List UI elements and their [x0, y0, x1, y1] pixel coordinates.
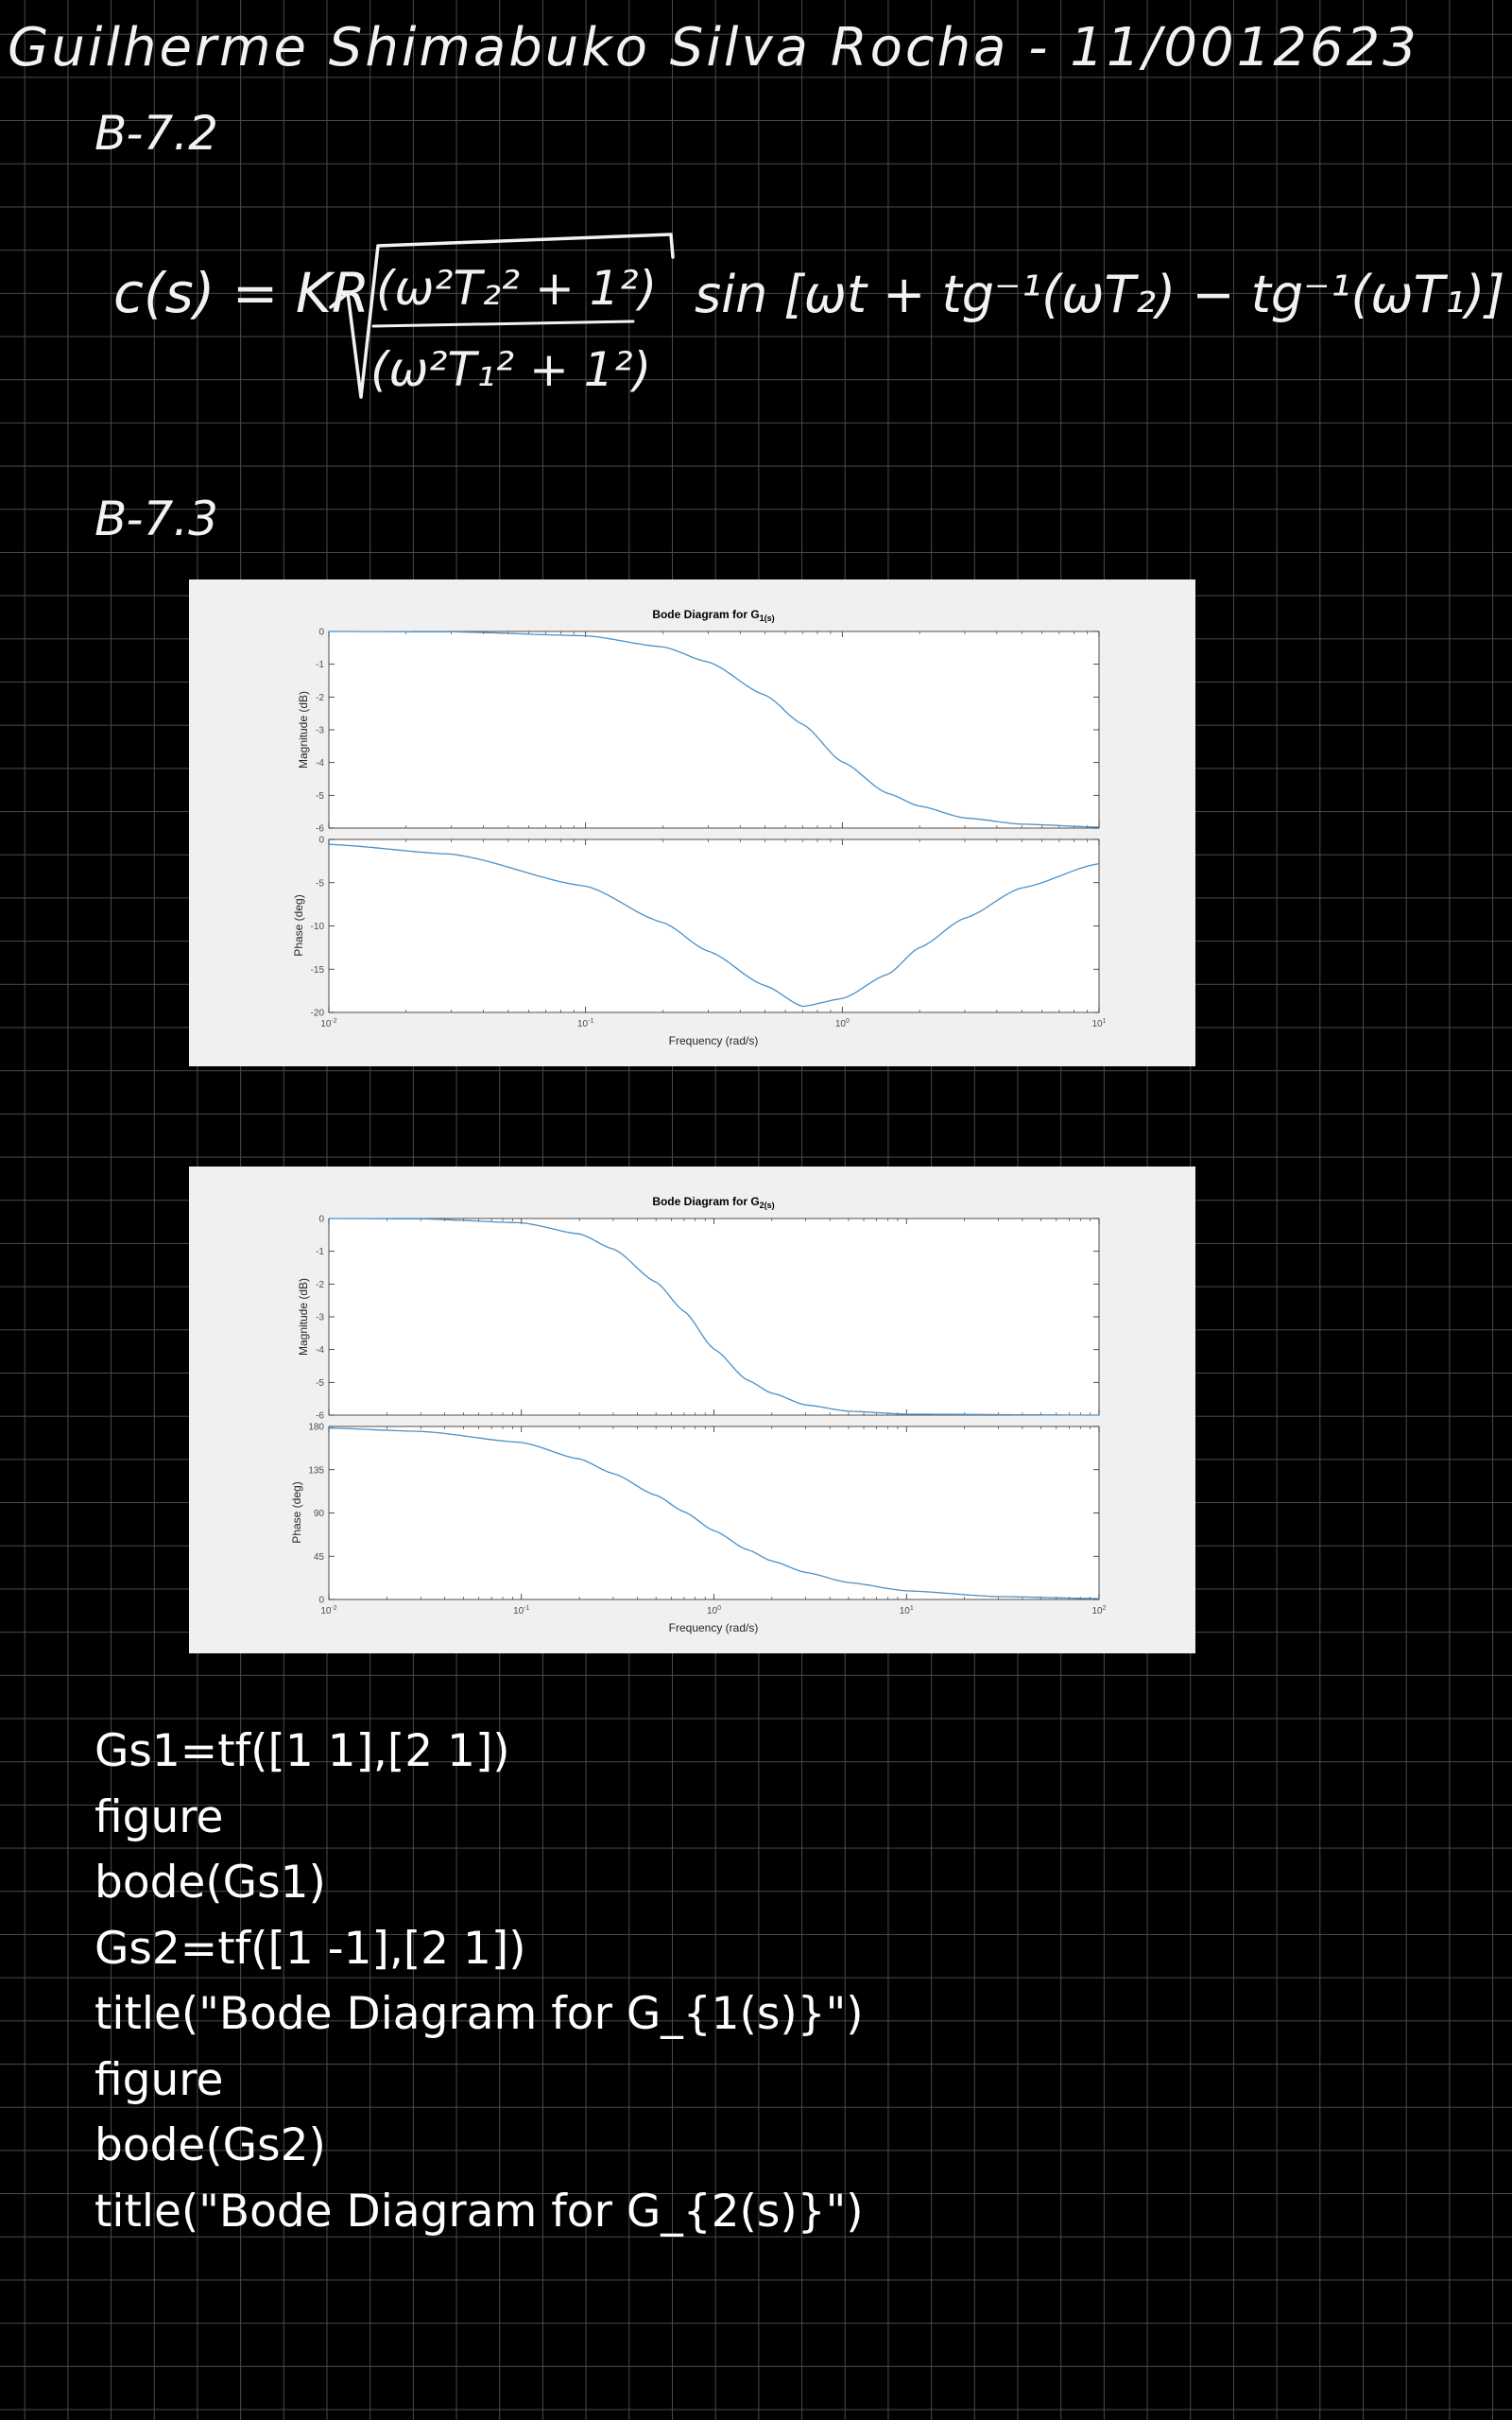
- magnitude-axes-bg: [328, 1218, 1100, 1416]
- y-tick-label: -1: [316, 660, 324, 670]
- plot-title: Bode Diagram for G2(s): [652, 1195, 774, 1210]
- phase-axes: 180 135 90 45 010-2 10-1 100 101 102: [308, 1423, 1106, 1617]
- x-tick-label: 100: [835, 1018, 850, 1029]
- magnitude-ylabel: Magnitude (dB): [297, 1278, 310, 1356]
- y-tick-label: 0: [318, 1215, 324, 1225]
- y-tick-label: -6: [316, 1411, 324, 1422]
- code-line: figure: [94, 2053, 224, 2106]
- y-tick-label: -3: [316, 1313, 324, 1323]
- x-tick-label: 102: [1091, 1605, 1106, 1616]
- x-tick-label: 101: [1091, 1018, 1106, 1029]
- y-tick-label: -5: [316, 878, 324, 889]
- phase-ylabel: Phase (deg): [292, 894, 305, 956]
- magnitude-axes: 0 -1 -2 -3 -4 -5 -6: [316, 628, 1100, 835]
- code-listing: Gs1=tf([1 1],[2 1]) figure bode(Gs1) Gs2…: [94, 1719, 864, 2244]
- code-line: title("Bode Diagram for G_{2(s)}"): [94, 2185, 864, 2238]
- y-tick-label: 45: [314, 1552, 325, 1563]
- handwritten-equation: c(s) = KR (ω²T₂² + 1²) (ω²T₁² + 1²) sin …: [113, 233, 1503, 399]
- x-tick-label: 101: [900, 1605, 914, 1616]
- y-tick-label: 135: [308, 1465, 324, 1476]
- y-tick-label: 180: [308, 1423, 324, 1433]
- y-tick-label: 90: [314, 1509, 325, 1519]
- y-tick-label: -4: [316, 1345, 324, 1356]
- fraction-bar: [371, 320, 635, 328]
- y-tick-label: -10: [311, 922, 325, 932]
- code-line: bode(Gs2): [94, 2119, 326, 2171]
- y-tick-label: -2: [316, 1280, 324, 1290]
- equation-lhs: c(s) = KR: [113, 261, 369, 325]
- square-root-sign: [329, 233, 675, 399]
- x-tick-label: 10-1: [513, 1605, 529, 1616]
- equation-rhs: sin [ωt + tg⁻¹(ωT₂) − tg⁻¹(ωT₁)]: [695, 265, 1503, 324]
- x-tick-label: 10-1: [577, 1018, 593, 1029]
- x-axis-label: Frequency (rad/s): [669, 1034, 759, 1047]
- y-tick-label: 0: [318, 1596, 324, 1606]
- y-tick-label: -2: [316, 693, 324, 703]
- phase-curve: [328, 843, 1100, 1008]
- page-heading: Guilherme Shimabuko Silva Rocha - 11/001…: [8, 17, 1419, 78]
- magnitude-axes: 0 -1 -2 -3 -4 -5 -6: [316, 1215, 1100, 1422]
- bode-figure-2: 0 -1 -2 -3 -4 -5 -6 180 135 90 45 0 10-2 10-1 100 101 1…: [189, 1167, 1195, 1653]
- phase-axes-bg: [328, 1426, 1100, 1600]
- y-tick-label: 0: [318, 836, 324, 846]
- code-line: Gs1=tf([1 1],[2 1]): [94, 1725, 510, 1777]
- y-tick-label: -3: [316, 726, 324, 736]
- y-tick-label: -20: [311, 1009, 325, 1019]
- section-label-b73: B-7.3: [94, 492, 218, 546]
- equation-numerator: (ω²T₂² + 1²): [376, 261, 657, 316]
- y-tick-label: -15: [311, 965, 325, 976]
- y-tick-label: -6: [316, 824, 324, 835]
- x-axis-label: Frequency (rad/s): [669, 1621, 759, 1634]
- plot-title: Bode Diagram for G1(s): [652, 608, 774, 623]
- phase-curve: [328, 1427, 1100, 1599]
- code-line: figure: [94, 1790, 224, 1843]
- code-line: title("Bode Diagram for G_{1(s)}"): [94, 1988, 864, 2040]
- x-tick-label: 100: [707, 1605, 721, 1616]
- y-tick-label: -1: [316, 1247, 324, 1257]
- phase-ylabel: Phase (deg): [290, 1481, 303, 1543]
- magnitude-curve: [329, 631, 1100, 828]
- x-tick-label: 10-2: [320, 1018, 336, 1029]
- magnitude-ylabel: Magnitude (dB): [297, 691, 310, 769]
- bode-figure-1: 0 -1 -2 -3 -4 -5 -6 0 -5 -10 -15 -20 10-2 10-1 100 101…: [189, 579, 1195, 1066]
- y-tick-label: -5: [316, 1378, 324, 1389]
- magnitude-curve: [329, 1218, 1099, 1416]
- code-line: bode(Gs1): [94, 1857, 326, 1909]
- x-tick-label: 10-2: [320, 1605, 336, 1616]
- equation-denominator: (ω²T₁² + 1²): [370, 342, 651, 397]
- section-label-b72: B-7.2: [94, 106, 218, 161]
- code-line: Gs2=tf([1 -1],[2 1]): [94, 1922, 526, 1975]
- magnitude-axes-bg: [328, 631, 1100, 829]
- y-tick-label: -4: [316, 758, 324, 769]
- phase-axes-bg: [328, 838, 1100, 1013]
- y-tick-label: 0: [318, 628, 324, 638]
- y-tick-label: -5: [316, 791, 324, 802]
